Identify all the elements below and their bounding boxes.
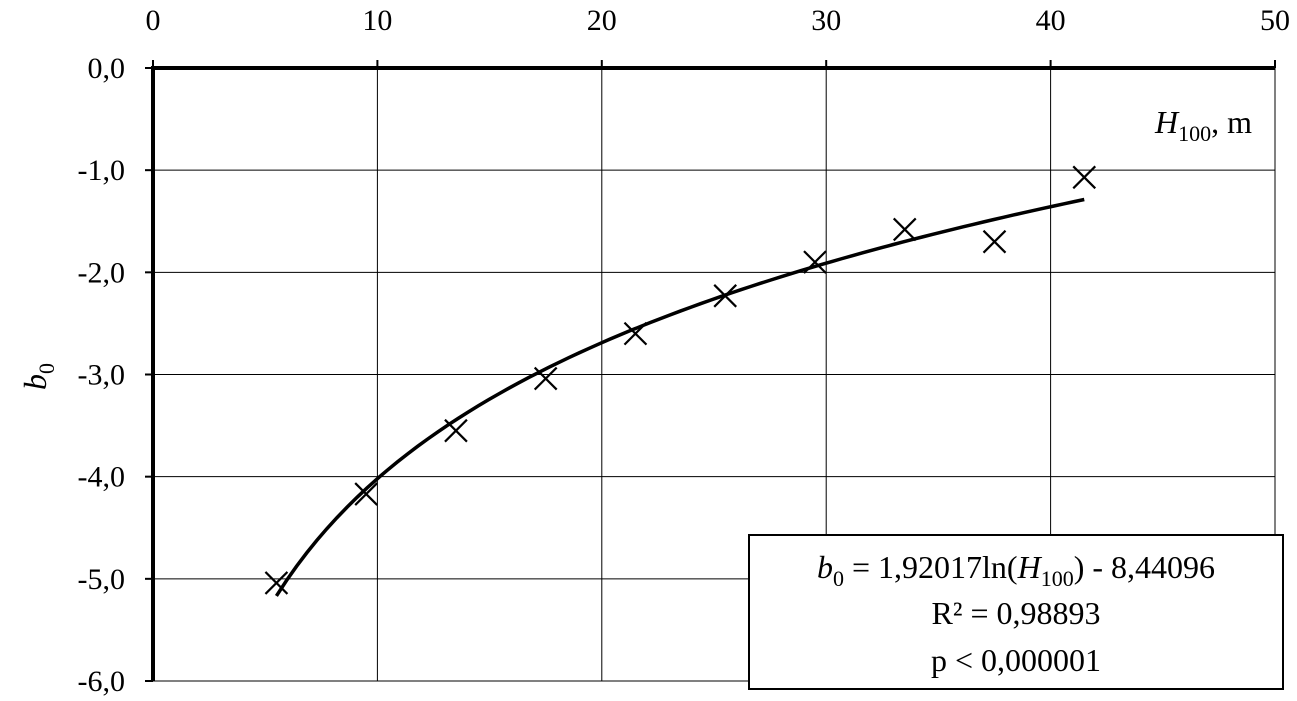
x-tick-label: 30 bbox=[811, 4, 841, 37]
equation-box-frame bbox=[748, 534, 1284, 690]
trendline bbox=[274, 197, 1085, 597]
x-tick-label: 0 bbox=[146, 4, 161, 37]
data-point bbox=[713, 284, 737, 308]
y-tick-label: -2,0 bbox=[78, 256, 126, 289]
data-point bbox=[892, 217, 917, 242]
trendline-layer bbox=[274, 197, 1085, 597]
data-point bbox=[444, 418, 468, 443]
x-tick-label: 50 bbox=[1260, 4, 1290, 37]
equation-line-1: b0 = 1,92017ln(H100) - 8,44096 bbox=[817, 549, 1215, 591]
y-tick-label: -6,0 bbox=[78, 665, 126, 698]
data-point bbox=[803, 250, 827, 274]
y-tick-label: -3,0 bbox=[78, 359, 126, 392]
y-tick-label: -4,0 bbox=[78, 461, 126, 494]
y-axis-label: b0 bbox=[17, 363, 59, 390]
data-point bbox=[1072, 165, 1097, 190]
p-value-label: p < 0,000001 bbox=[931, 642, 1101, 678]
x-tick-label: 40 bbox=[1036, 4, 1066, 37]
equation-box: b0 = 1,92017ln(H100) - 8,44096 R² = 0,98… bbox=[748, 534, 1284, 690]
y-tick-label: -5,0 bbox=[78, 563, 126, 596]
x-tick-labels: 0 10 20 30 40 50 bbox=[146, 4, 1291, 37]
data-point bbox=[354, 482, 378, 506]
y-tick-label: -1,0 bbox=[78, 154, 126, 187]
data-points bbox=[264, 165, 1097, 595]
y-tick-label: 0,0 bbox=[88, 52, 126, 85]
data-point bbox=[533, 366, 558, 391]
x-axis-label: H100, m bbox=[1154, 104, 1252, 146]
data-point bbox=[623, 321, 648, 346]
r-squared-label: R² = 0,98893 bbox=[932, 595, 1101, 631]
data-point bbox=[264, 571, 289, 595]
x-tick-label: 10 bbox=[362, 4, 392, 37]
data-point bbox=[982, 229, 1007, 254]
y-tick-labels: 0,0 -1,0 -2,0 -3,0 -4,0 -5,0 -6,0 bbox=[78, 52, 126, 698]
grid bbox=[145, 60, 1276, 682]
x-tick-label: 20 bbox=[587, 4, 617, 37]
